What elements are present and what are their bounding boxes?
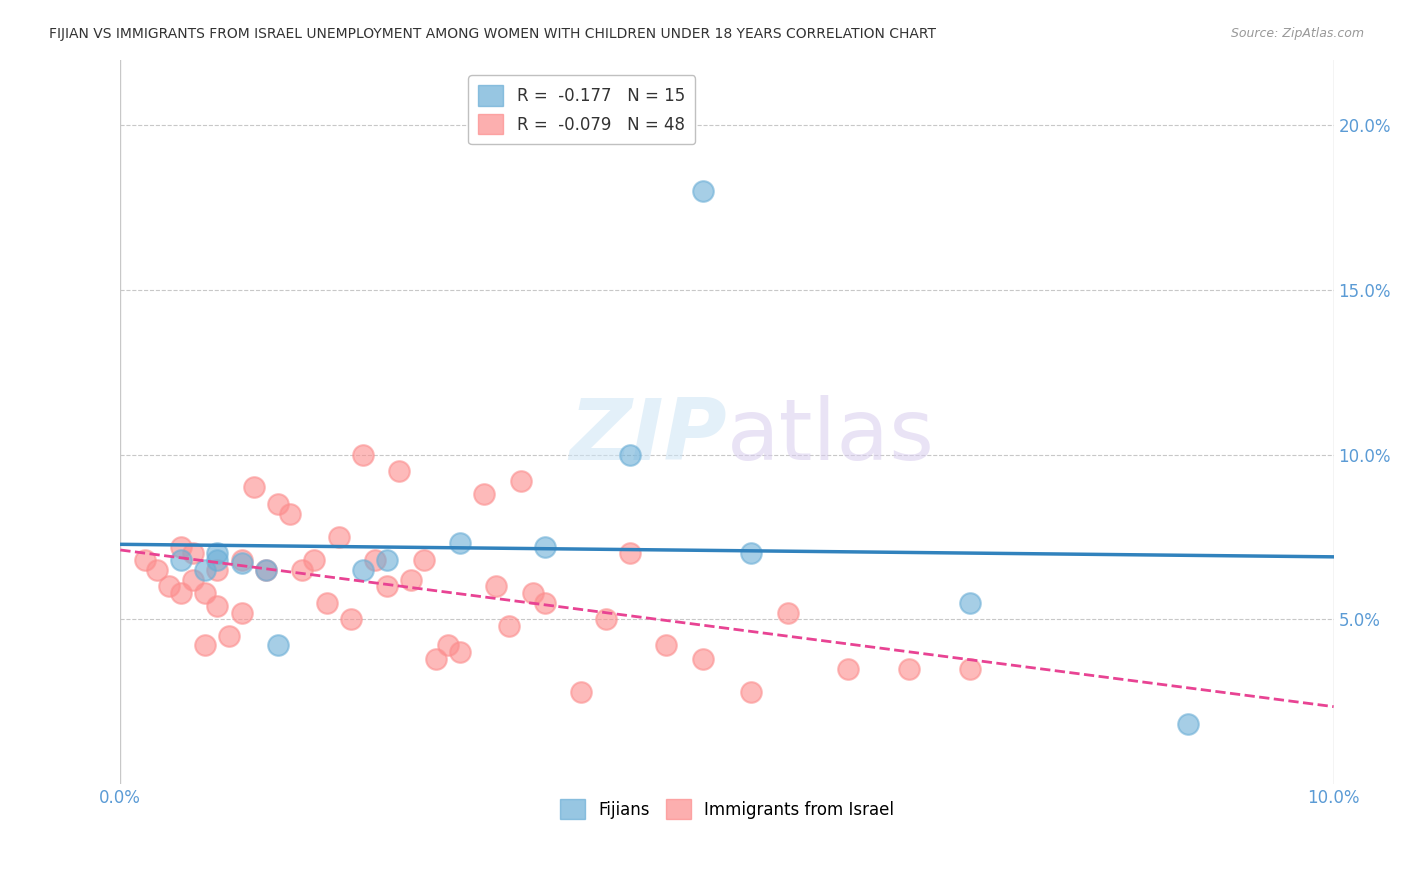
Point [401,573,423,587]
Point [498,619,520,633]
Point [412,553,434,567]
Point [569,684,592,698]
Point [897,661,920,675]
Point [619,448,641,462]
Point [692,184,714,198]
Point [425,651,447,665]
Point [364,553,387,567]
Point [231,553,253,567]
Point [522,586,544,600]
Point [352,448,374,462]
Point [740,546,762,560]
Point [181,546,204,560]
Point [194,639,217,653]
Point [472,487,495,501]
Point [595,612,617,626]
Point [509,474,531,488]
Point [170,553,193,567]
Point [231,606,253,620]
Point [157,579,180,593]
Point [231,556,253,570]
Point [388,464,411,478]
Point [145,563,167,577]
Legend: Fijians, Immigrants from Israel: Fijians, Immigrants from Israel [553,792,901,826]
Point [328,530,350,544]
Point [619,546,641,560]
Point [776,606,799,620]
Point [267,639,290,653]
Point [449,645,471,659]
Point [534,540,557,554]
Point [837,661,859,675]
Point [692,651,714,665]
Point [278,507,301,521]
Point [207,546,229,560]
Text: Source: ZipAtlas.com: Source: ZipAtlas.com [1230,27,1364,40]
Point [485,579,508,593]
Point [437,639,460,653]
Point [740,684,762,698]
Point [340,612,363,626]
Point [1177,717,1199,731]
Point [304,553,326,567]
Point [134,553,156,567]
Point [375,553,398,567]
Point [194,586,217,600]
Point [254,563,277,577]
Point [207,563,229,577]
Point [375,579,398,593]
Text: ZIP: ZIP [569,394,727,477]
Point [181,573,204,587]
Point [254,563,277,577]
Point [267,497,290,511]
Point [959,596,981,610]
Point [242,481,264,495]
Point [534,596,557,610]
Point [218,629,240,643]
Point [291,563,314,577]
Point [207,553,229,567]
Point [315,596,337,610]
Point [207,599,229,613]
Point [170,540,193,554]
Text: atlas: atlas [727,394,935,477]
Point [170,586,193,600]
Point [959,661,981,675]
Point [449,536,471,550]
Text: FIJIAN VS IMMIGRANTS FROM ISRAEL UNEMPLOYMENT AMONG WOMEN WITH CHILDREN UNDER 18: FIJIAN VS IMMIGRANTS FROM ISRAEL UNEMPLO… [49,27,936,41]
Point [194,563,217,577]
Point [352,563,374,577]
Point [655,639,678,653]
